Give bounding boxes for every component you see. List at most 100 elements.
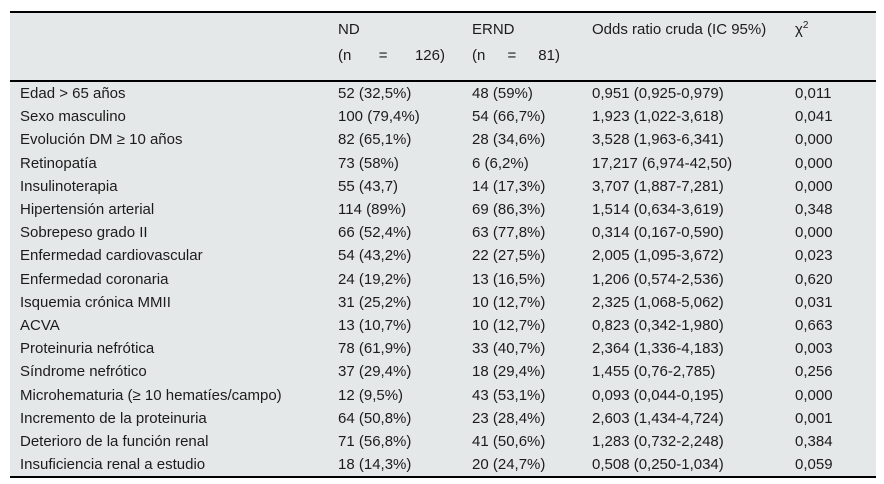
table-row: Proteinuria nefrótica 78 (61,9%) 33 (40,7%… [10, 337, 876, 360]
cell-chi-squared: 0,003 [795, 340, 833, 358]
table-header: ND (n = 126) ERND (n = 81) Odds ratio c [10, 12, 876, 82]
row-label: Sobrepeso grado II [20, 224, 148, 242]
cell-ernd: 20 (24,7%) [472, 456, 546, 474]
cell-nd: 100 (79,4%) [338, 108, 420, 126]
cell-chi-squared: 0,011 [795, 85, 832, 102]
cell-nd: 55 (43,7) [338, 177, 399, 195]
cell-odds-ratio: 0,823 (0,342-1,980) [592, 317, 724, 335]
cell-nd: 37 (29,4%) [338, 363, 412, 381]
cell-odds-ratio: 2,005 (1,095-3,672) [592, 247, 724, 265]
cell-odds-ratio: 1,206 (0,574-2,536) [592, 270, 724, 288]
cell-ernd: 41 (50,6%) [472, 433, 546, 451]
table-row: Hipertensión arterial 114 (89%) 69 (86,3%)… [10, 198, 876, 221]
cell-ernd: 14 (17,3%) [472, 177, 546, 195]
row-label: Microhematuria (≥ 10 hematíes/campo) [20, 386, 282, 404]
cell-odds-ratio: 0,314 (0,167-0,590) [592, 224, 724, 242]
cell-odds-ratio: 1,514 (0,634-3,619) [592, 201, 724, 219]
table-row: Enfermedad coronaria 24 (19,2%) 13 (16,5%)… [10, 268, 876, 291]
cell-ernd: 13 (16,5%) [472, 270, 546, 288]
cell-odds-ratio: 2,325 (1,068-5,062) [592, 293, 724, 311]
row-label: Edad > 65 años [20, 85, 126, 102]
cell-chi-squared: 0,348 [795, 201, 833, 219]
row-label: Síndrome nefrótico [20, 363, 147, 381]
cell-odds-ratio: 2,603 (1,434-4,724) [592, 409, 724, 427]
cell-chi-squared: 0,256 [795, 363, 833, 381]
row-label: Hipertensión arterial [20, 201, 155, 219]
row-label: Evolución DM ≥ 10 años [20, 131, 183, 149]
cell-ernd: 33 (40,7%) [472, 340, 546, 358]
cell-nd: 78 (61,9%) [338, 340, 412, 358]
cell-ernd: 22 (27,5%) [472, 247, 546, 265]
cell-nd: 31 (25,2%) [338, 293, 412, 311]
cell-chi-squared: 0,041 [795, 108, 833, 126]
cell-odds-ratio: 0,951 (0,925-0,979) [592, 85, 724, 102]
cell-odds-ratio: 1,283 (0,732-2,248) [592, 433, 724, 451]
cell-nd: 73 (58%) [338, 154, 399, 172]
table-row: Enfermedad cardiovascular 54 (43,2%) 22 (2… [10, 244, 876, 267]
row-label: Insulinoterapia [20, 177, 118, 195]
column-header-chi-squared: χ2 [795, 12, 876, 82]
cell-nd: 24 (19,2%) [338, 270, 412, 288]
statistics-table: ND (n = 126) ERND (n = 81) Odds ratio c [10, 11, 876, 479]
cell-odds-ratio: 3,528 (1,963-6,341) [592, 131, 724, 149]
cell-ernd: 48 (59%) [472, 85, 533, 102]
table-row: ACVA 13 (10,7%) 10 (12,7%) 0,823 (0,342-1,9… [10, 314, 876, 337]
cell-nd: 82 (65,1%) [338, 131, 412, 149]
row-label: Enfermedad coronaria [20, 270, 169, 288]
column-header-nd: ND (n = 126) [338, 12, 472, 82]
cell-ernd: 69 (86,3%) [472, 201, 546, 219]
table-body: Edad > 65 años 52 (32,5%) 48 (59%) 0,951 (0… [10, 81, 876, 477]
row-label: Retinopatía [20, 154, 97, 172]
column-header-empty [10, 12, 338, 82]
table-row: Retinopatía 73 (58%) 6 (6,2%) 17,217 (6,974… [10, 152, 876, 175]
row-label: Insuficiencia renal a estudio [20, 456, 206, 474]
table-row: Edad > 65 años 52 (32,5%) 48 (59%) 0,951 (0… [10, 81, 876, 105]
table-row: Síndrome nefrótico 37 (29,4%) 18 (29,4%) 1,… [10, 360, 876, 383]
cell-chi-squared: 0,001 [795, 409, 833, 427]
cell-ernd: 10 (12,7%) [472, 317, 546, 335]
chi-squared-superscript: 2 [802, 20, 809, 31]
row-label: Incremento de la proteinuria [20, 409, 207, 427]
cell-ernd: 10 (12,7%) [472, 293, 546, 311]
row-label: Sexo masculino [20, 108, 126, 126]
cell-chi-squared: 0,384 [795, 433, 833, 451]
cell-chi-squared: 0,000 [795, 154, 833, 172]
cell-odds-ratio: 2,364 (1,336-4,183) [592, 340, 724, 358]
cell-ernd: 54 (66,7%) [472, 108, 546, 126]
cell-chi-squared: 0,059 [795, 456, 833, 474]
cell-nd: 114 (89%) [338, 201, 407, 219]
cell-nd: 52 (32,5%) [338, 85, 412, 102]
cell-odds-ratio: 17,217 (6,974-42,50) [592, 154, 733, 172]
column-header-ernd: ERND (n = 81) [472, 12, 592, 82]
column-header-nd-title: ND [338, 21, 360, 38]
header-row: ND (n = 126) ERND (n = 81) Odds ratio c [10, 12, 876, 82]
cell-nd: 64 (50,8%) [338, 409, 412, 427]
cell-chi-squared: 0,663 [795, 317, 833, 335]
row-label: ACVA [20, 317, 60, 335]
cell-odds-ratio: 0,508 (0,250-1,034) [592, 456, 724, 474]
column-subheader-nd-n: (n = 126) [338, 47, 445, 64]
table-row: Incremento de la proteinuria 64 (50,8%) 23… [10, 407, 876, 430]
cell-ernd: 18 (29,4%) [472, 363, 546, 381]
cell-chi-squared: 0,620 [795, 270, 833, 288]
cell-nd: 13 (10,7%) [338, 317, 412, 335]
cell-chi-squared: 0,000 [795, 177, 833, 195]
row-label: Isquemia crónica MMII [20, 293, 171, 311]
table-row: Microhematuria (≥ 10 hematíes/campo) 12 (… [10, 384, 876, 407]
table-row: Insulinoterapia 55 (43,7) 14 (17,3%) 3,707 … [10, 175, 876, 198]
row-label: Deterioro de la función renal [20, 433, 209, 451]
cell-chi-squared: 0,000 [795, 131, 833, 149]
cell-ernd: 6 (6,2%) [472, 154, 529, 172]
table-row: Deterioro de la función renal 71 (56,8%) 4… [10, 430, 876, 453]
cell-odds-ratio: 1,455 (0,76-2,785) [592, 363, 716, 381]
cell-ernd: 23 (28,4%) [472, 409, 546, 427]
table-row: Sobrepeso grado II 66 (52,4%) 63 (77,8%) 0,… [10, 221, 876, 244]
cell-chi-squared: 0,000 [795, 224, 833, 242]
table-row: Sexo masculino 100 (79,4%) 54 (66,7%) 1,923… [10, 105, 876, 128]
cell-nd: 12 (9,5%) [338, 386, 404, 404]
cell-odds-ratio: 0,093 (0,044-0,195) [592, 386, 724, 404]
cell-odds-ratio: 1,923 (1,022-3,618) [592, 108, 724, 126]
row-label: Enfermedad cardiovascular [20, 247, 203, 265]
row-label: Proteinuria nefrótica [20, 340, 155, 358]
